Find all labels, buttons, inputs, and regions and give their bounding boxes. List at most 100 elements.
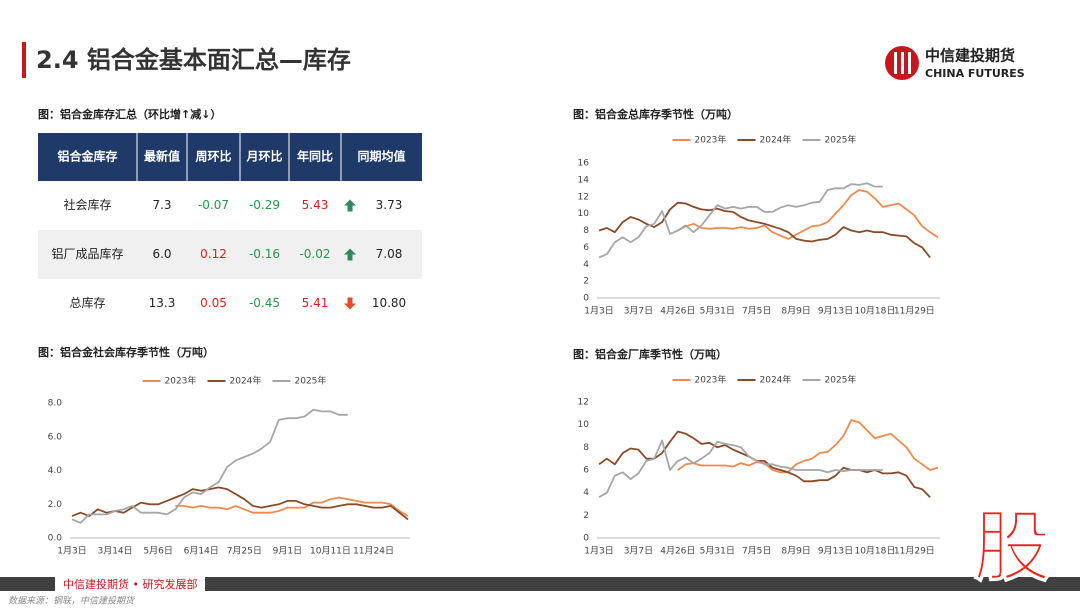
x-tick-label: 3月7日 [624,546,653,557]
table-header-bg [38,133,422,181]
table-cell: -0.29 [249,198,280,212]
x-tick-label: 3月7日 [624,306,653,317]
series-line [598,182,883,259]
x-tick-label: 10月18日 [854,546,895,557]
legend-label: 2023年 [695,134,727,146]
table-cell: 6.0 [152,247,171,261]
x-tick-label: 10月11日 [310,546,351,557]
footer-bar [0,577,1080,591]
series-line [598,439,883,498]
y-tick-label: 10 [578,209,590,219]
x-tick-label: 10月18日 [854,306,895,317]
legend-label: 2025年 [825,134,857,146]
x-tick-label: 7月5日 [742,306,771,317]
logo-mark [908,52,911,74]
legend-label: 2023年 [695,374,727,386]
x-tick-label: 11月29日 [894,546,935,557]
x-tick-label: 1月3日 [584,306,613,317]
y-tick-label: 4 [583,488,589,498]
legend-label: 2025年 [295,375,327,387]
logo: 中信建投期货 CHINA FUTURES [885,46,1025,80]
legend-label: 2025年 [825,374,857,386]
table-cell: 0.05 [200,296,227,310]
series-line [677,419,939,474]
series-line [71,486,409,521]
x-tick-label: 9月13日 [818,546,853,557]
x-tick-label: 1月3日 [584,546,613,557]
x-tick-label: 7月5日 [742,546,771,557]
table-cell: 0.12 [200,247,227,261]
logo-en: CHINA FUTURES [925,67,1025,80]
x-tick-label: 8月9日 [781,546,810,557]
table-cell: -0.02 [299,247,330,261]
footer-dept: 中信建投期货 • 研究发展部 [63,577,197,591]
trend-arrow [344,297,356,310]
table-cell: 铝厂成品库存 [51,246,123,261]
table-cell: 7.08 [376,247,403,261]
x-tick-label: 5月6日 [143,546,172,557]
x-tick-label: 3月14日 [97,546,132,557]
y-tick-label: 0 [583,294,589,304]
table-caption: 图：铝合金库存汇总（环比增↑减↓） [38,107,221,121]
y-tick-label: 8 [583,443,589,453]
table-cell: 总库存 [69,295,105,310]
y-tick-label: 2 [583,277,589,287]
chart-title: 图：铝合金社会库存季节性（万吨） [38,345,214,359]
x-tick-label: 4月26日 [660,306,695,317]
table-cell: -0.16 [249,247,280,261]
y-tick-label: 12 [578,192,589,202]
y-tick-label: 0.0 [48,534,63,544]
footer-label-bg [55,577,205,591]
x-tick-label: 1月3日 [57,546,86,557]
chart-title: 图：铝合金厂库季节性（万吨） [573,347,727,361]
y-tick-label: 8 [583,226,589,236]
legend-label: 2024年 [760,134,792,146]
table-header: 周环比 [195,149,231,164]
table-header: 年同比 [297,149,333,164]
legend-label: 2024年 [760,374,792,386]
series-line [677,189,939,240]
series-line [71,408,348,524]
table-header: 最新值 [144,149,180,164]
x-tick-label: 5月31日 [700,546,735,557]
y-tick-label: 0 [583,534,589,544]
x-tick-label: 9月1日 [273,546,302,557]
trend-arrow [344,248,356,261]
trend-arrow [344,199,356,212]
y-tick-label: 6.0 [48,432,63,442]
series-line [598,201,931,259]
table-header: 铝合金库存 [57,149,117,164]
y-tick-label: 6 [583,466,589,476]
y-tick-label: 10 [578,420,590,430]
stamp: 股 [973,502,1051,592]
table-cell: -0.07 [198,198,229,212]
y-tick-label: 2 [583,511,589,521]
y-tick-label: 8.0 [48,399,63,409]
y-tick-label: 6 [583,243,589,253]
x-tick-label: 5月31日 [700,306,735,317]
table-cell: 3.73 [376,198,403,212]
y-tick-label: 2.0 [48,500,63,510]
y-tick-label: 16 [578,159,590,169]
x-tick-label: 8月9日 [781,306,810,317]
footer-source: 数据来源：钢联，中信建投期货 [8,596,136,607]
x-tick-label: 9月13日 [818,306,853,317]
legend-label: 2024年 [230,375,262,387]
title-accent [22,42,26,78]
slide-title: 2.4 铝合金基本面汇总—库存 [36,46,351,74]
table-row-bg [38,230,422,279]
x-tick-label: 4月26日 [660,546,695,557]
legend-label: 2023年 [165,375,197,387]
table-cell: 社会库存 [63,197,111,212]
y-tick-label: 14 [578,175,590,185]
table-cell: 10.80 [372,296,406,310]
y-tick-label: 4.0 [48,466,63,476]
x-tick-label: 6月14日 [184,546,219,557]
table-cell: 5.43 [302,198,329,212]
series-line [175,496,409,517]
table-header: 同期均值 [357,149,405,164]
y-tick-label: 12 [578,398,589,408]
table-cell: 7.3 [152,198,171,212]
table-cell: -0.45 [249,296,280,310]
